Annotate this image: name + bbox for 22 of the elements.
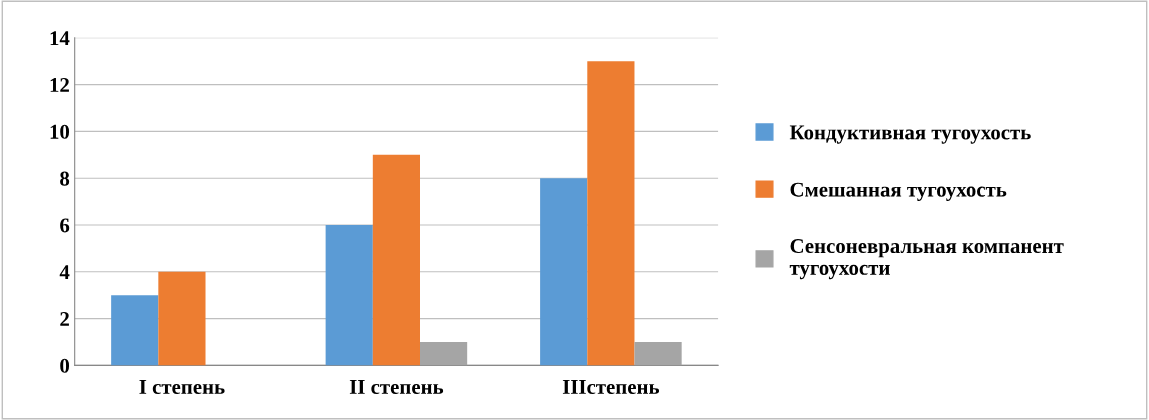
- bar: [420, 342, 468, 366]
- y-tick-label: 8: [60, 171, 70, 186]
- bar: [587, 61, 635, 366]
- x-tick-label: I степень: [139, 380, 225, 394]
- x-tick-label: II степень: [349, 380, 444, 394]
- y-tick-label: 14: [50, 31, 70, 46]
- x-tick-label: IIIстепень: [562, 380, 660, 394]
- y-tick-label: 2: [60, 312, 69, 326]
- y-tick-label: 12: [50, 78, 69, 92]
- y-tick-label: 0: [60, 358, 70, 373]
- bar: [111, 295, 159, 366]
- legend-label: Кондуктивная тугоухость: [789, 125, 1031, 144]
- y-tick-label: 6: [60, 218, 70, 233]
- legend-label: Сенсоневральная компанент тугоухости: [789, 239, 1064, 280]
- bar: [372, 154, 420, 366]
- bar: [158, 271, 206, 366]
- bar: [325, 225, 373, 366]
- legend-label: Смешанная тугоухость: [790, 182, 1007, 201]
- y-tick-label: 4: [59, 265, 70, 280]
- y-tick-label: 10: [50, 124, 70, 139]
- bar: [634, 342, 682, 366]
- bar: [540, 178, 588, 366]
